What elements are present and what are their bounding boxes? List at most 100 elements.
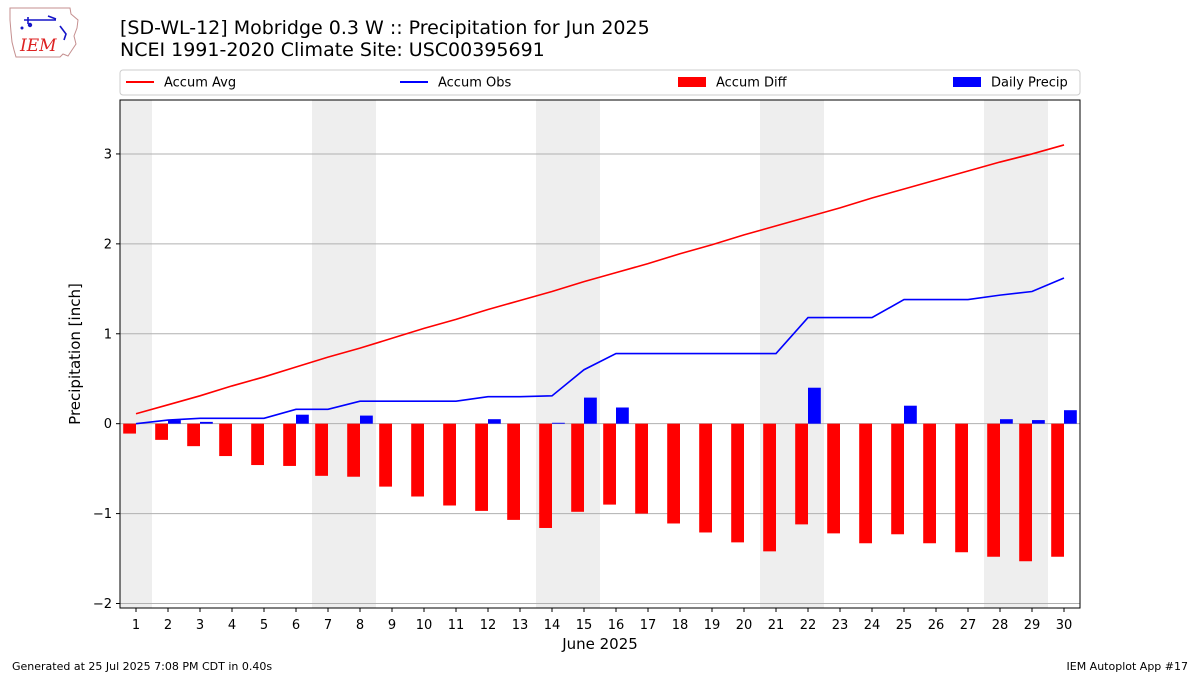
accum-diff-bar: [667, 423, 680, 524]
y-tick-label: 2: [104, 237, 112, 252]
legend-accum-avg-label: Accum Avg: [164, 76, 236, 91]
accum-diff-bar: [987, 423, 1000, 557]
daily-precip-bar: [1064, 410, 1077, 424]
accum-diff-bar: [571, 423, 584, 512]
accum-diff-bar: [859, 423, 872, 544]
accum-diff-bar: [603, 423, 616, 505]
x-tick-label: 16: [608, 618, 625, 633]
x-tick-label: 30: [1056, 618, 1073, 633]
chart-title: [SD-WL-12] Mobridge 0.3 W :: Precipitati…: [120, 17, 650, 39]
legend-accum-diff-label: Accum Diff: [716, 76, 788, 91]
legend-accum-obs-label: Accum Obs: [438, 76, 511, 91]
iem-logo: IEM: [9, 7, 79, 58]
x-tick-label: 28: [992, 618, 1009, 633]
accum-diff-bar: [795, 423, 808, 525]
daily-precip-bar: [168, 420, 181, 424]
x-tick-label: 22: [800, 618, 817, 633]
chart-title-block: [SD-WL-12] Mobridge 0.3 W :: Precipitati…: [120, 17, 650, 61]
accum-diff-bar: [123, 423, 136, 434]
x-tick-label: 26: [928, 618, 945, 633]
accum-diff-bar: [539, 423, 552, 528]
accum-avg-line: [135, 144, 1065, 415]
x-tick-label: 10: [416, 618, 433, 633]
x-tick-label: 17: [640, 618, 657, 633]
accum-diff-bar: [347, 423, 360, 477]
daily-precip-bar: [1032, 420, 1045, 424]
accum-diff-bar: [923, 423, 936, 544]
daily-precip-bar: [360, 415, 373, 424]
x-tick-label: 1: [132, 618, 140, 633]
y-tick-label: 0: [104, 417, 112, 432]
x-tick-label: 19: [704, 618, 721, 633]
accum-diff-bar: [379, 423, 392, 487]
weekend-shade: [120, 100, 152, 608]
daily-precip-bar: [808, 387, 821, 424]
accum-diff-bar: [827, 423, 840, 534]
accum-diff-bar: [955, 423, 968, 553]
y-axis-label: Precipitation [inch]: [66, 283, 84, 425]
weekend-shade: [312, 100, 376, 608]
daily-precip-bar: [616, 407, 629, 424]
accum-diff-bar: [251, 423, 264, 466]
x-tick-label: 11: [448, 618, 465, 633]
daily-precip-bar: [296, 414, 309, 424]
accum-diff-bar: [443, 423, 456, 506]
accum-diff-bar: [1051, 423, 1064, 557]
accum-diff-bar: [475, 423, 488, 511]
accum-diff-bar: [315, 423, 328, 476]
x-tick-label: 9: [388, 618, 396, 633]
accum-diff-bar: [219, 423, 232, 457]
x-tick-label: 2: [164, 618, 172, 633]
x-tick-label: 23: [832, 618, 849, 633]
x-tick-label: 13: [512, 618, 529, 633]
accum-obs-line: [135, 277, 1065, 425]
generated-footer: Generated at 25 Jul 2025 7:08 PM CDT in …: [12, 660, 273, 673]
x-tick-label: 6: [292, 618, 300, 633]
x-tick-label: 15: [576, 618, 593, 633]
daily-precip-bar: [552, 422, 565, 424]
x-tick-label: 14: [544, 618, 561, 633]
daily-precip-bar: [200, 421, 213, 424]
chart-subtitle: NCEI 1991-2020 Climate Site: USC00395691: [120, 39, 545, 61]
x-tick-label: 5: [260, 618, 268, 633]
x-tick-label: 27: [960, 618, 977, 633]
plot-frame: [119, 99, 1081, 609]
accum-diff-bar: [1019, 423, 1032, 562]
legend-box: [119, 69, 1081, 96]
app-footer: IEM Autoplot App #17: [1066, 660, 1189, 673]
x-tick-label: 21: [768, 618, 785, 633]
accum-diff-bar: [187, 423, 200, 447]
x-tick-label: 20: [736, 618, 753, 633]
x-tick-label: 29: [1024, 618, 1041, 633]
legend-daily-precip-swatch: [953, 77, 981, 87]
daily-precip-bar: [1000, 419, 1013, 424]
accum-diff-bar: [507, 423, 520, 520]
weekend-shade: [536, 100, 600, 608]
logo-text: IEM: [19, 36, 57, 56]
x-tick-label: 18: [672, 618, 689, 633]
x-tick-label: 8: [356, 618, 364, 633]
accum-diff-bar: [155, 423, 168, 440]
accum-diff-bar: [411, 423, 424, 497]
accum-diff-bar: [699, 423, 712, 533]
legend-accum-diff-swatch: [678, 77, 706, 87]
accum-diff-bar: [763, 423, 776, 552]
y-tick-label: 1: [104, 327, 112, 342]
accum-diff-bar: [891, 423, 904, 535]
accum-diff-bar: [731, 423, 744, 543]
accum-diff-bar: [635, 423, 648, 514]
x-axis-label: June 2025: [561, 635, 638, 653]
daily-precip-bar: [904, 405, 917, 424]
accum-diff-bar: [283, 423, 296, 466]
legend-daily-precip-label: Daily Precip: [991, 76, 1068, 91]
x-tick-label: 7: [324, 618, 332, 633]
x-tick-label: 3: [196, 618, 204, 633]
x-tick-label: 25: [896, 618, 913, 633]
daily-precip-bar: [488, 419, 501, 424]
y-tick-label: −2: [93, 597, 112, 612]
x-tick-label: 24: [864, 618, 881, 633]
y-tick-label: −1: [93, 507, 112, 522]
x-tick-label: 12: [480, 618, 497, 633]
y-tick-label: 3: [104, 147, 112, 162]
